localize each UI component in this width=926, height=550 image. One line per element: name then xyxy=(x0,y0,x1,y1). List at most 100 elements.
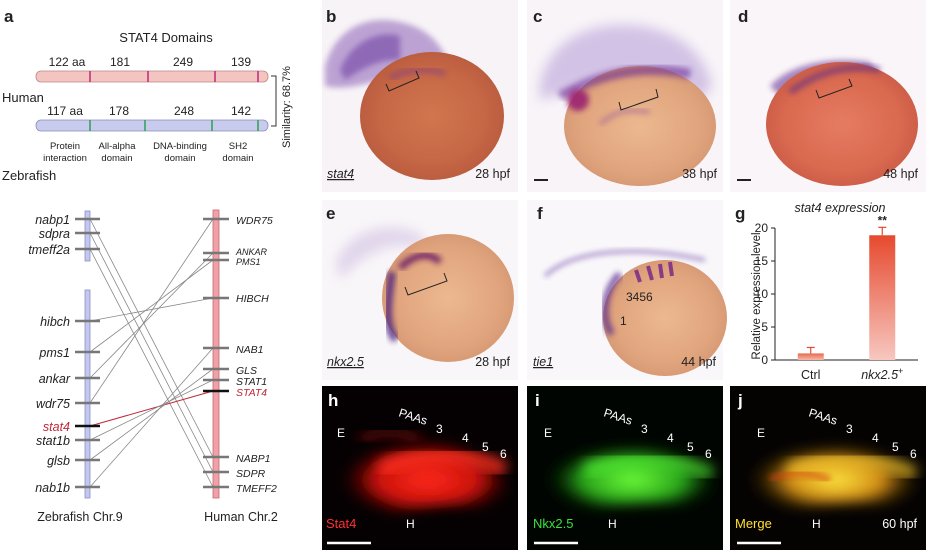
human-aa-1: 122 aa xyxy=(49,55,86,69)
synteny-line xyxy=(89,218,214,458)
panel-c-image: c 38 hpf xyxy=(527,0,723,192)
panel-letter-j: j xyxy=(737,391,743,410)
panel-j-mark-5: 5 xyxy=(892,440,899,454)
panel-letter-a: a xyxy=(4,7,14,26)
zf-gene-nabp1: nabp1 xyxy=(35,213,70,227)
synteny-line xyxy=(89,379,214,441)
zebrafish-chr-bar-top xyxy=(84,210,91,262)
domains-title: STAT4 Domains xyxy=(119,30,213,45)
chart-x-tick-label: nkx2.5+ xyxy=(861,366,903,382)
hs-gene-HIBCH: HIBCH xyxy=(236,293,269,305)
synteny-line xyxy=(89,218,214,404)
chart-y-tick-label: 0 xyxy=(761,353,768,367)
panel-d-stage: 48 hpf xyxy=(883,167,918,181)
human-chr-bar xyxy=(212,209,220,499)
panel-i-mark-5: 5 xyxy=(687,440,694,454)
hs-gene-PMS1: PMS1 xyxy=(236,257,261,267)
hs-gene-STAT1: STAT1 xyxy=(236,376,267,388)
panel-j-mark-4: 4 xyxy=(872,431,879,445)
chart-y-tick-label: 10 xyxy=(755,287,769,301)
panel-b-bracket xyxy=(385,70,420,92)
synteny-line xyxy=(89,347,214,488)
panel-letter-d: d xyxy=(738,7,748,26)
panel-a-domains: a STAT4 Domains 122 aa 181 249 139 Human… xyxy=(2,7,293,183)
domain-name-4b: domain xyxy=(222,153,253,164)
panel-h-mark-H: H xyxy=(406,517,415,531)
zf-gene-stat4: stat4 xyxy=(43,420,70,434)
hs-gene-NABP1: NABP1 xyxy=(236,453,270,465)
panel-i-label: Nkx2.5 xyxy=(533,516,573,531)
domain-name-2b: domain xyxy=(101,153,132,164)
zebrafish-domain-bar xyxy=(35,119,269,132)
zf-gene-hibch: hibch xyxy=(40,315,70,329)
synteny-line xyxy=(89,390,214,427)
chart-bar xyxy=(797,353,824,360)
panel-e-gene: nkx2.5 xyxy=(327,355,364,369)
hs-gene-ANKAR: ANKAR xyxy=(235,247,268,257)
panel-letter-b: b xyxy=(326,7,336,26)
panel-h-image: h E PAAs 3 4 5 6 H Stat4 xyxy=(322,386,518,550)
panel-i-mark-6: 6 xyxy=(705,447,712,461)
panel-letter-g: g xyxy=(735,204,745,223)
panel-h-mark-5: 5 xyxy=(482,440,489,454)
zf-aa-1: 117 aa xyxy=(47,104,83,118)
panel-i-mark-3: 3 xyxy=(641,422,648,436)
zebrafish-label: Zebrafish xyxy=(2,168,56,183)
hs-gene-SDPR: SDPR xyxy=(236,468,266,480)
panel-i-mark-H: H xyxy=(608,517,617,531)
panel-j-mark-E: E xyxy=(757,426,765,440)
chart-x-tick-label: Ctrl xyxy=(801,368,820,382)
zf-gene-stat1b: stat1b xyxy=(36,434,70,448)
panel-letter-h: h xyxy=(328,391,338,410)
similarity-bracket xyxy=(271,75,277,127)
synteny-line xyxy=(89,248,214,488)
zf-aa-3: 248 xyxy=(174,104,194,118)
zf-gene-nab1b: nab1b xyxy=(35,481,70,495)
chart-bar xyxy=(869,235,896,360)
domain-name-2a: All-alpha xyxy=(99,141,137,152)
panel-c-stage: 38 hpf xyxy=(682,167,717,181)
chart-y-tick-label: 20 xyxy=(755,221,769,235)
chart-ylabel: Relative expression level xyxy=(751,232,763,359)
hs-gene-TMEFF2: TMEFF2 xyxy=(236,483,277,495)
panel-h-mark-E: E xyxy=(337,426,345,440)
panel-d-image: d 48 hpf xyxy=(730,0,926,192)
zf-aa-2: 178 xyxy=(109,104,129,118)
human-chr-label: Human Chr.2 xyxy=(204,510,278,524)
panel-g-chart: g stat4 expression Relative expression l… xyxy=(735,201,918,382)
human-label: Human xyxy=(2,90,44,105)
zf-gene-glsb: glsb xyxy=(47,454,70,468)
similarity-label: Similarity: 68.7% xyxy=(281,66,293,148)
zf-aa-4: 142 xyxy=(231,104,251,118)
zf-gene-sdpra: sdpra xyxy=(39,227,70,241)
domain-name-4a: SH2 xyxy=(229,141,247,152)
synteny-line xyxy=(89,232,214,473)
domain-name-3a: DNA-binding xyxy=(153,141,207,152)
panel-f-mark-1: 1 xyxy=(620,314,627,328)
panel-h-mark-4: 4 xyxy=(462,431,469,445)
synteny-ticks xyxy=(75,217,229,489)
panel-i-mark-4: 4 xyxy=(667,431,674,445)
panel-i-mark-E: E xyxy=(544,426,552,440)
panel-j-stage: 60 hpf xyxy=(882,517,917,531)
panel-letter-i: i xyxy=(535,391,540,410)
panel-j-label: Merge xyxy=(735,516,772,531)
panel-b-stage: 28 hpf xyxy=(475,167,510,181)
chart-plot-area: 0 5 10 15 20 Ctrl nkx2.5+ ** xyxy=(755,213,918,382)
zf-gene-pms1: pms1 xyxy=(38,346,70,360)
synteny-line xyxy=(89,297,214,322)
panel-letter-e: e xyxy=(326,204,335,223)
zf-gene-wdr75: wdr75 xyxy=(36,397,70,411)
panel-h-mark-3: 3 xyxy=(436,422,443,436)
human-aa-4: 139 xyxy=(231,55,251,69)
panel-f-stage: 44 hpf xyxy=(681,355,716,369)
domain-name-1b: interaction xyxy=(43,153,87,164)
panel-f-mark-3456: 3456 xyxy=(626,290,653,304)
panel-j-mark-H: H xyxy=(812,517,821,531)
panel-j-mark-6: 6 xyxy=(910,447,917,461)
zf-gene-ankar: ankar xyxy=(39,372,71,386)
panel-i-image: i E PAAs 3 4 5 6 H Nkx2.5 xyxy=(527,386,723,550)
domain-name-1a: Protein xyxy=(50,141,80,152)
synteny-line xyxy=(89,368,214,461)
